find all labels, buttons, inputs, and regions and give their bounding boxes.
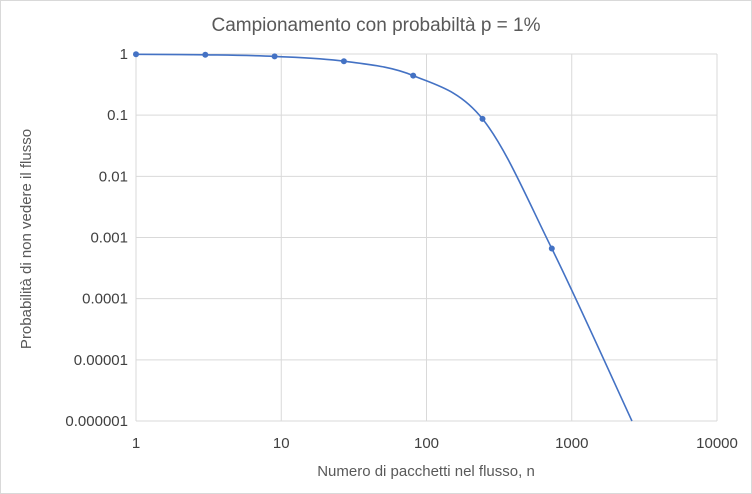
x-tick-label: 1	[132, 435, 140, 452]
data-point	[202, 51, 209, 58]
chart-title: Campionamento con probabiltà p = 1%	[211, 15, 540, 36]
y-tick-label: 0.001	[90, 230, 128, 247]
y-tick-label: 0.1	[107, 107, 128, 124]
y-axis-title: Probabilità di non vedere il flusso	[18, 129, 35, 349]
data-point	[340, 58, 347, 65]
x-tick-labels: 1 10 100 1000 10000	[132, 435, 738, 452]
x-axis-title: Numero di pacchetti nel flusso, n	[317, 463, 535, 480]
y-tick-labels: 1 0.1 0.01 0.001 0.0001 0.00001 0.000001	[65, 46, 128, 430]
y-tick-label: 0.000001	[65, 413, 128, 430]
data-point	[271, 53, 278, 60]
data-point	[410, 72, 417, 79]
data-point	[133, 51, 139, 58]
x-tick-label: 100	[414, 435, 439, 452]
y-tick-label: 0.01	[99, 168, 128, 185]
data-point	[479, 115, 486, 122]
x-tick-label: 10	[273, 435, 290, 452]
grid	[135, 53, 718, 422]
y-tick-label: 1	[120, 46, 128, 63]
x-tick-label: 1000	[555, 435, 588, 452]
x-tick-label: 10000	[696, 435, 738, 452]
y-tick-label: 0.0001	[82, 291, 128, 308]
data-point	[548, 245, 555, 252]
y-tick-label: 0.00001	[74, 352, 128, 369]
series-points	[133, 51, 555, 252]
